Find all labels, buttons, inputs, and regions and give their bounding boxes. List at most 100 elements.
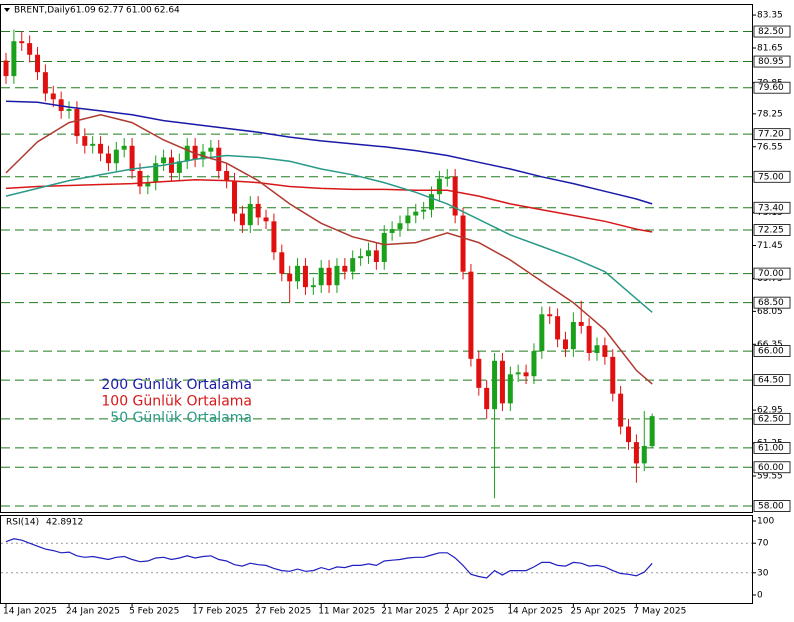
candle-body — [373, 250, 379, 262]
level-label: 75.00 — [758, 172, 784, 182]
candle-body — [492, 360, 498, 410]
candle-body — [641, 445, 647, 464]
level-label: 58.00 — [758, 501, 784, 511]
level-label-box — [753, 374, 791, 387]
candle-body — [413, 211, 419, 216]
candle-body — [389, 229, 395, 233]
candle-body — [562, 339, 568, 350]
candle-body — [326, 267, 332, 286]
level-label: 82.50 — [758, 27, 784, 37]
candle-body — [452, 176, 458, 216]
candle-body — [247, 203, 253, 226]
ohlc-open: 61.09 — [70, 6, 96, 16]
x-tick-label: 14 Apr 2025 — [507, 607, 563, 617]
candle-body — [342, 265, 348, 272]
candle-body — [602, 345, 608, 357]
level-label-box — [753, 461, 791, 474]
candle-body — [578, 322, 584, 326]
candle-body — [358, 256, 364, 259]
candle-body — [626, 426, 632, 443]
y-tick-label: 68.05 — [757, 307, 783, 317]
candle-body — [74, 108, 80, 137]
legend-entry: 50 Günlük Ortalama — [110, 410, 252, 426]
candle-body — [350, 258, 356, 272]
ohlc-close: 62.64 — [154, 6, 180, 16]
candle-body — [539, 314, 545, 352]
rsi-line — [5, 538, 653, 579]
level-label-box — [753, 201, 791, 214]
level-label-box — [753, 441, 791, 454]
candle-body — [633, 442, 639, 464]
candle-body — [618, 393, 624, 427]
candle-body — [547, 314, 553, 317]
candle-body — [216, 147, 222, 171]
candle-body — [208, 147, 214, 152]
candle-body — [232, 180, 238, 214]
candle-body — [82, 136, 88, 146]
rsi-y-tick-label: 70 — [757, 539, 769, 549]
level-label: 73.40 — [758, 203, 784, 213]
candle-body — [121, 145, 127, 150]
level-label-box — [753, 412, 791, 425]
candle-body — [27, 43, 33, 55]
candle-body — [129, 145, 135, 171]
candle-body — [161, 157, 167, 164]
candle-body — [460, 215, 466, 272]
level-label-box — [753, 128, 791, 141]
rsi-y-tick-label: 0 — [757, 591, 763, 601]
level-label-box — [753, 345, 791, 357]
level-label: 60.00 — [758, 463, 784, 473]
x-tick-label: 17 Feb 2025 — [192, 607, 248, 617]
candle-body — [263, 217, 269, 222]
candle-body — [184, 145, 190, 162]
candle-body — [145, 182, 151, 187]
ohlc-low: 61.00 — [126, 6, 152, 16]
candle-body — [405, 215, 411, 224]
level-label: 70.00 — [758, 269, 784, 279]
candle-body — [610, 356, 616, 394]
y-tick-label: 78.25 — [757, 109, 783, 119]
legend-entry: 100 Günlük Ortalama — [101, 394, 252, 410]
x-tick-label: 24 Jan 2025 — [66, 607, 120, 617]
candle-body — [279, 252, 285, 274]
candle-body — [515, 372, 521, 375]
candle-body — [507, 374, 513, 404]
moving-average-line — [5, 100, 653, 205]
level-label-box — [753, 170, 791, 183]
menu-arrow — [4, 8, 10, 12]
candle-body — [586, 325, 592, 354]
candle-body — [11, 41, 17, 77]
candle-body — [192, 145, 198, 160]
candle-body — [397, 223, 403, 230]
level-label: 72.25 — [758, 226, 784, 236]
moving-average-line — [5, 178, 653, 233]
candle-body — [255, 203, 261, 218]
moving-average-line — [5, 114, 653, 385]
legend-entry: 200 Günlük Ortalama — [101, 377, 252, 393]
level-label-box — [753, 267, 791, 280]
candle-body — [381, 232, 387, 262]
candle-body — [176, 161, 182, 173]
candle-body — [444, 176, 450, 179]
candle-body — [239, 213, 245, 226]
level-label-box — [753, 296, 791, 309]
candle-body — [499, 360, 505, 404]
candle-body — [365, 250, 371, 257]
y-tick-label: 83.35 — [757, 11, 783, 21]
candle-body — [224, 170, 230, 181]
candle-body — [318, 267, 324, 286]
x-tick-label: 25 Apr 2025 — [570, 607, 626, 617]
candle-body — [649, 416, 655, 447]
moving-average-line — [5, 154, 653, 313]
candle-body — [334, 265, 340, 286]
rsi-last: 42.8912 — [46, 518, 83, 528]
y-tick-label: 76.55 — [757, 142, 783, 152]
candle-body — [295, 265, 301, 282]
level-label-box — [753, 55, 791, 68]
y-tick-label: 71.45 — [757, 241, 783, 251]
level-label-box — [753, 224, 791, 236]
level-label-box — [753, 81, 791, 94]
x-tick-label: 14 Jan 2025 — [3, 607, 57, 617]
level-label: 64.50 — [758, 376, 784, 386]
